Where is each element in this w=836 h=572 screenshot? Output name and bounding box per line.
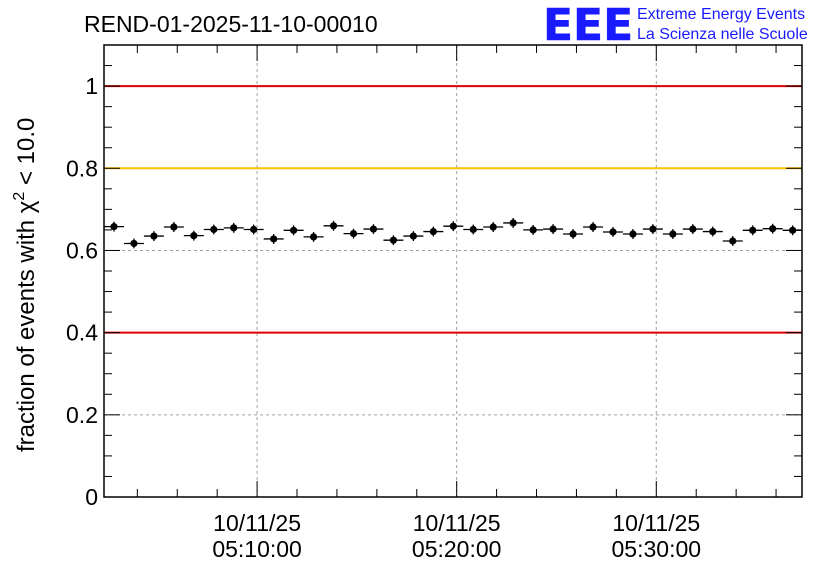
- eee-logo-line1: Extreme Energy Events: [637, 6, 805, 23]
- data-point: [629, 230, 637, 238]
- data-point: [569, 230, 577, 238]
- data-point: [190, 232, 198, 240]
- data-point: [210, 225, 218, 234]
- data-point: [649, 225, 657, 233]
- x-tick-label-time: 05:20:00: [412, 536, 502, 562]
- eee-logo: EEE Extreme Energy Events La Scienza nel…: [543, 0, 808, 51]
- data-point: [369, 225, 378, 233]
- data-point: [309, 233, 318, 241]
- y-tick-label: 0.6: [66, 237, 98, 263]
- data-point: [669, 230, 677, 238]
- data-point: [549, 225, 557, 233]
- chart-title: REND-01-2025-11-10-00010: [84, 11, 378, 37]
- data-point: [589, 223, 597, 231]
- data-point: [489, 223, 497, 231]
- data-point: [290, 226, 298, 234]
- data-point: [709, 227, 717, 236]
- data-point: [270, 235, 278, 243]
- data-point: [150, 232, 158, 240]
- y-tick-label: 0.2: [66, 402, 98, 428]
- plot-frame: [103, 44, 803, 498]
- x-tick-label-date: 10/11/25: [213, 510, 301, 536]
- x-tick-label-date: 10/11/25: [612, 510, 700, 536]
- data-point: [389, 236, 398, 244]
- eee-logo-line2: La Scienza nelle Scuole: [637, 26, 808, 43]
- x-tick-label-time: 05:30:00: [612, 536, 702, 562]
- data-point: [329, 222, 338, 230]
- data-point: [429, 227, 437, 236]
- data-point: [409, 232, 417, 240]
- data-point: [529, 226, 537, 234]
- data-point: [230, 224, 238, 232]
- y-tick-label: 1: [85, 73, 98, 99]
- data-point: [449, 222, 457, 230]
- data-point: [250, 225, 258, 234]
- data-point: [749, 226, 757, 234]
- data-point: [170, 223, 178, 231]
- y-tick-label: 0.8: [66, 155, 98, 181]
- data-point: [110, 223, 118, 231]
- y-axis-label: fraction of events with χ2 < 10.0: [11, 118, 40, 452]
- data-point: [609, 228, 617, 236]
- data-point: [789, 226, 797, 234]
- data-point: [769, 225, 777, 233]
- y-tick-label: 0.4: [66, 320, 98, 346]
- y-tick-label: 0: [85, 484, 98, 510]
- eee-logo-letters: EEE: [543, 0, 633, 51]
- x-tick-label-date: 10/11/25: [413, 510, 501, 536]
- data-point: [349, 230, 358, 238]
- data-point: [130, 239, 138, 248]
- data-point: [689, 225, 697, 233]
- data-point: [469, 225, 477, 234]
- data-point: [509, 219, 517, 227]
- data-point: [729, 237, 737, 245]
- x-tick-label-time: 05:10:00: [212, 536, 302, 562]
